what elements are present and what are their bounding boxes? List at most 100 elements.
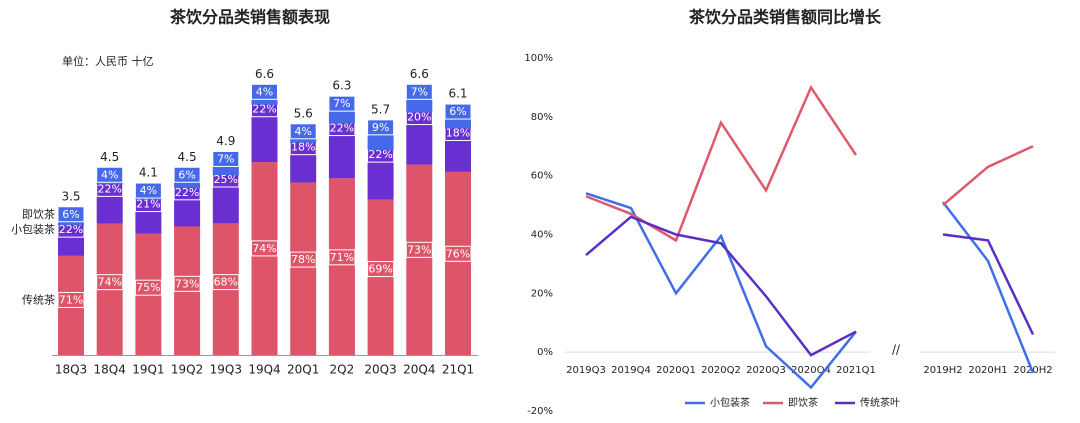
legend-label: 小包装茶 bbox=[710, 396, 750, 409]
label-box bbox=[367, 119, 395, 136]
data-label: 18% bbox=[446, 127, 470, 140]
x-tick-label: 20Q1 bbox=[287, 363, 319, 377]
bar-segment bbox=[406, 164, 433, 355]
legend-label: 即饮茶 bbox=[22, 208, 55, 221]
data-label: 7% bbox=[333, 97, 350, 110]
total-label: 4.9 bbox=[216, 134, 235, 148]
x-tick-label: 2020Q4 bbox=[791, 365, 831, 376]
x-tick-label: 2Q2 bbox=[330, 363, 355, 377]
y-tick-label: 60% bbox=[531, 171, 553, 182]
label-box bbox=[96, 166, 124, 183]
label-box bbox=[405, 83, 433, 100]
label-box bbox=[444, 103, 472, 120]
label-box bbox=[289, 251, 317, 268]
total-label: 6.6 bbox=[255, 67, 274, 81]
data-label: 22% bbox=[252, 103, 276, 116]
data-label: 71% bbox=[330, 251, 354, 264]
legend-label: 传统茶叶 bbox=[860, 396, 900, 409]
data-label: 69% bbox=[368, 263, 392, 276]
label-box bbox=[173, 166, 201, 183]
label-box bbox=[289, 123, 317, 140]
total-label: 6.1 bbox=[448, 87, 467, 101]
total-label: 5.6 bbox=[294, 106, 313, 120]
x-tick-label: 21Q1 bbox=[442, 363, 474, 377]
x-tick-label: 18Q3 bbox=[55, 363, 87, 377]
chart-title: 茶饮分品类销售额同比增长 bbox=[688, 8, 882, 27]
data-label: 74% bbox=[97, 276, 121, 289]
chart-title: 茶饮分品类销售额表现 bbox=[169, 8, 330, 27]
bar-segment bbox=[328, 178, 355, 355]
x-tick-label: 19Q2 bbox=[171, 363, 203, 377]
data-label: 22% bbox=[59, 223, 83, 236]
y-tick-label: 100% bbox=[524, 53, 553, 64]
label-box bbox=[212, 274, 240, 291]
label-box bbox=[134, 279, 162, 296]
data-label: 73% bbox=[175, 277, 199, 290]
y-tick-label: 20% bbox=[531, 288, 553, 299]
x-tick-label: 18Q4 bbox=[94, 363, 126, 377]
bar-segment bbox=[445, 171, 471, 355]
x-tick-label: 2019H2 bbox=[923, 365, 962, 376]
data-label: 6% bbox=[62, 208, 79, 221]
data-label: 25% bbox=[214, 173, 238, 186]
data-label: 4% bbox=[101, 168, 118, 181]
data-label: 9% bbox=[372, 121, 389, 134]
data-label: 75% bbox=[136, 281, 160, 294]
total-label: 4.1 bbox=[139, 166, 158, 180]
data-label: 7% bbox=[411, 85, 428, 98]
total-label: 4.5 bbox=[100, 150, 119, 164]
y-tick-label: 0% bbox=[537, 347, 553, 358]
x-tick-label: 2020Q1 bbox=[656, 365, 696, 376]
label-box bbox=[251, 240, 278, 257]
data-label: 22% bbox=[368, 148, 392, 161]
series-line bbox=[585, 192, 857, 390]
x-tick-label: 2020H1 bbox=[968, 365, 1007, 376]
series-line bbox=[942, 201, 1035, 374]
data-label: 18% bbox=[291, 141, 315, 154]
x-tick-label: 19Q3 bbox=[210, 363, 242, 377]
legend-label: 小包装茶 bbox=[11, 223, 55, 236]
axis-break: // bbox=[892, 343, 901, 357]
data-label: 74% bbox=[252, 242, 276, 255]
legend-label: 即饮茶 bbox=[788, 396, 818, 409]
total-label: 6.6 bbox=[410, 67, 429, 81]
label-box bbox=[96, 274, 124, 291]
total-label: 4.5 bbox=[178, 150, 197, 164]
bar-segment bbox=[251, 162, 278, 355]
data-label: 4% bbox=[294, 125, 311, 138]
data-label: 22% bbox=[175, 186, 199, 199]
x-tick-label: 2020Q3 bbox=[746, 365, 786, 376]
bar-segment bbox=[290, 182, 317, 355]
x-tick-label: 2021Q1 bbox=[836, 365, 876, 376]
label-box bbox=[57, 206, 85, 223]
x-tick-label: 19Q4 bbox=[248, 363, 280, 377]
y-tick-label: -20% bbox=[527, 406, 553, 417]
legend-label: 传统茶 bbox=[22, 293, 55, 306]
bar-segment bbox=[367, 199, 394, 355]
total-label: 5.7 bbox=[371, 102, 390, 116]
label-box bbox=[405, 241, 433, 258]
x-tick-label: 20Q3 bbox=[364, 363, 396, 377]
data-label: 22% bbox=[330, 122, 354, 135]
label-box bbox=[328, 95, 356, 112]
data-label: 20% bbox=[407, 111, 431, 124]
x-tick-label: 2019Q4 bbox=[611, 365, 651, 376]
data-label: 68% bbox=[214, 276, 238, 289]
label-box bbox=[367, 261, 395, 278]
data-label: 71% bbox=[59, 293, 83, 306]
x-tick-label: 2019Q3 bbox=[566, 365, 606, 376]
label-box bbox=[134, 182, 162, 199]
series-line bbox=[585, 84, 858, 243]
label-box bbox=[173, 275, 201, 292]
series-line bbox=[585, 215, 857, 357]
x-tick-label: 2020Q2 bbox=[701, 365, 741, 376]
label-box bbox=[57, 291, 85, 308]
data-label: 4% bbox=[140, 184, 157, 197]
data-label: 76% bbox=[446, 247, 470, 260]
series-line bbox=[942, 233, 1035, 336]
x-tick-label: 19Q1 bbox=[132, 363, 164, 377]
total-label: 6.3 bbox=[332, 79, 351, 93]
x-tick-label: 20Q4 bbox=[403, 363, 435, 377]
label-box bbox=[251, 83, 278, 100]
